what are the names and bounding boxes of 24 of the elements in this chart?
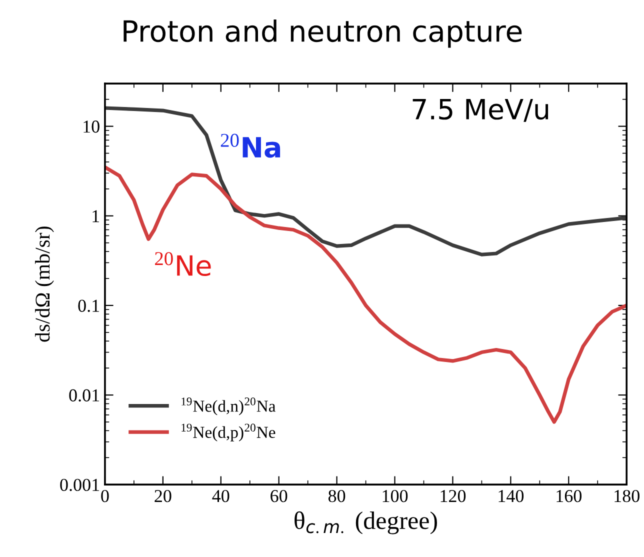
legend-label: $^{19}$Ne(d,n)$^{20}$Na — [182, 398, 276, 416]
y-axis-title: ds/dΩ (mb/sr) — [35, 226, 54, 342]
x-axis-title: θ$_{c.m.}$ (degree) — [294, 511, 437, 534]
x-tick-label: 160 — [556, 490, 582, 502]
x-tick-label: 20 — [154, 490, 172, 502]
y-tick-label: 10 — [84, 120, 100, 133]
x-tick-label: 120 — [440, 490, 466, 502]
x-tick-label: 140 — [498, 490, 524, 502]
annotation: $^{20}$Na — [220, 134, 280, 158]
line-series — [104, 165, 627, 424]
y-tick-label: 0.01 — [69, 389, 100, 402]
y-tick-label: 1 — [92, 210, 100, 222]
legend-label: $^{19}$Ne(d,p)$^{20}$Ne — [182, 424, 276, 442]
annotation: 7.5 MeV/u — [412, 99, 548, 122]
annotation: $^{20}$Ne — [155, 252, 211, 276]
y-tick-label: 0.1 — [78, 300, 100, 312]
x-tick-label: 180 — [614, 490, 640, 502]
x-tick-label: 60 — [270, 490, 288, 502]
x-tick-label: 40 — [212, 490, 230, 502]
chart-title: Proton and neutron capture — [124, 19, 522, 48]
x-tick-label: 80 — [328, 490, 346, 502]
x-tick-label: 100 — [382, 490, 408, 502]
y-tick-label: 0.001 — [60, 478, 100, 492]
x-tick-label: 0 — [101, 490, 109, 502]
